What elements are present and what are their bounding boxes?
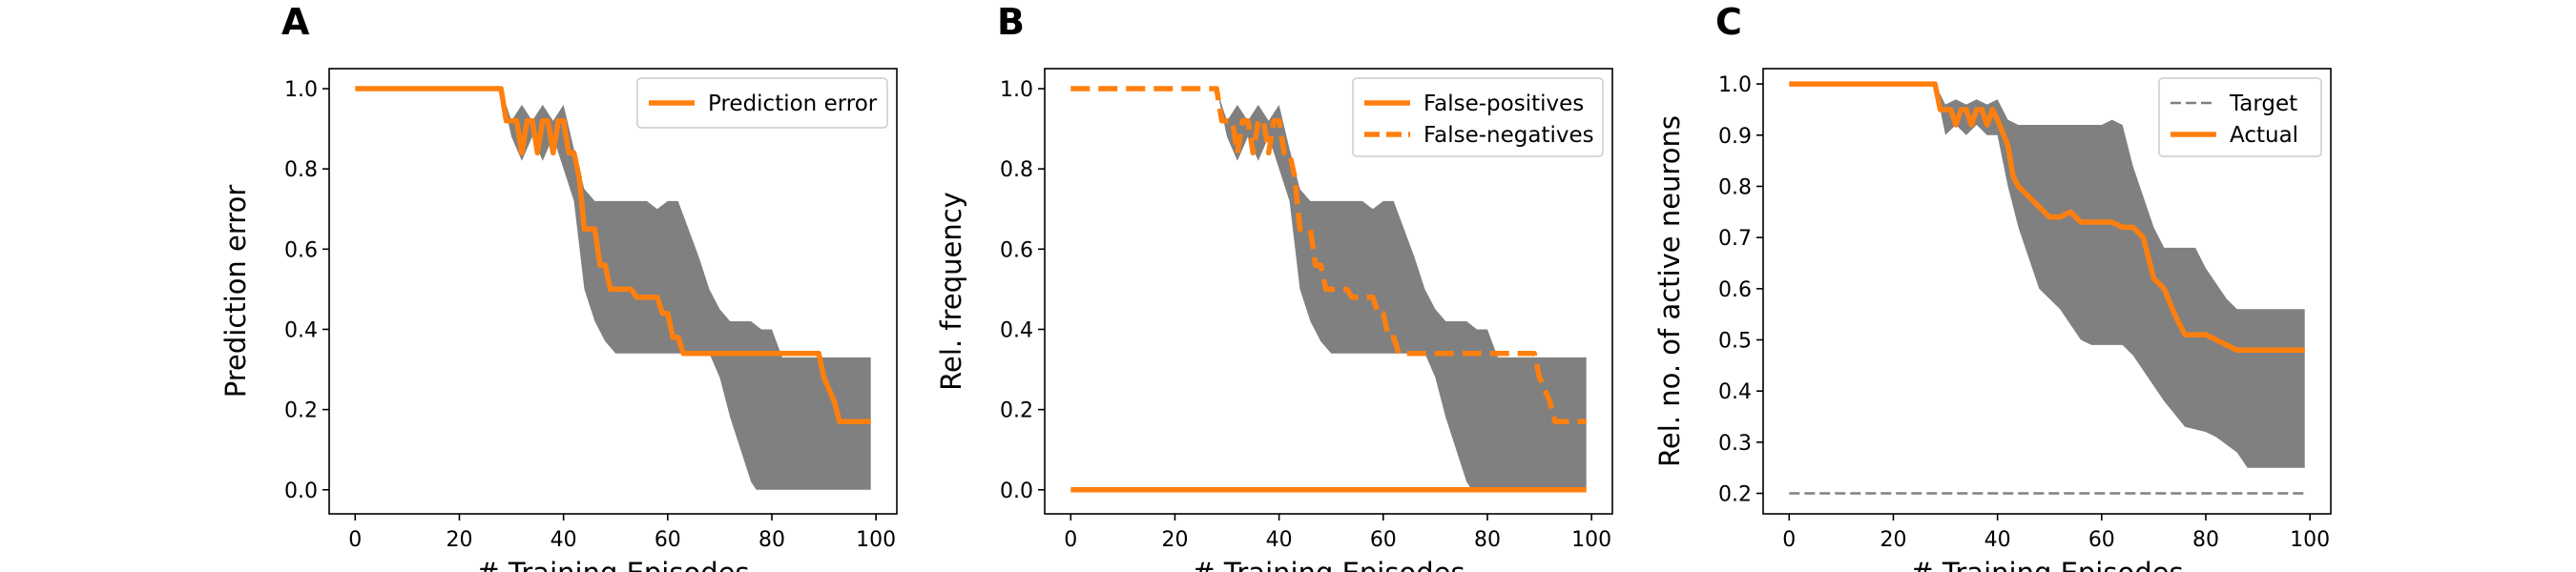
x-tick-label: 100 [2290, 528, 2330, 552]
series-line-false-negatives [1070, 86, 1587, 424]
x-tick-label: 0 [1782, 528, 1796, 552]
panel-b: B 0 20 40 60 80 100 0.0 0.2 0.4 0.6 0.8 1.0 # Trainin… [935, 1, 1613, 572]
x-tick-label: 80 [758, 528, 785, 552]
y-tick-label: 0.6 [1000, 238, 1033, 262]
x-tick-label: 60 [654, 528, 681, 552]
y-tick-label: 0.4 [1718, 380, 1752, 404]
x-tick-label: 80 [2192, 528, 2219, 552]
x-tick-label: 20 [446, 528, 472, 552]
x-tick-label: 80 [1474, 528, 1501, 552]
y-tick-label: 0.4 [284, 318, 318, 342]
y-tick-label: 0.9 [1718, 125, 1752, 149]
y-tick-label: 1.0 [1000, 78, 1033, 102]
x-tick-label: 0 [348, 528, 362, 552]
series-line-prediction-error [355, 86, 871, 424]
panel-a: A 0 20 40 60 80 100 0.0 0.2 0.4 0.6 0.8 1.0 # Trainin… [219, 1, 898, 572]
y-tick-label: 0.8 [1718, 175, 1752, 199]
panel-c: C 0 20 40 60 80 100 0.2 0.3 0.4 0.5 0.6 0.7 0.8 0.9 1.0… [1653, 1, 2332, 572]
y-tick-label: 0.5 [1718, 329, 1752, 353]
x-tick-label: 40 [551, 528, 577, 552]
y-tick-label: 0.8 [1000, 158, 1033, 182]
panel-letter: C [1715, 1, 1742, 43]
legend-label: Prediction error [708, 92, 878, 116]
y-axis-label: Rel. no. of active neurons [1653, 115, 1686, 467]
panel-letter: A [281, 1, 310, 43]
x-tick-label: 20 [1880, 528, 1906, 552]
y-tick-label: 0.6 [284, 238, 318, 262]
y-tick-label: 0.0 [284, 480, 318, 503]
y-tick-label: 1.0 [1718, 73, 1752, 97]
x-tick-label: 40 [1984, 528, 2011, 552]
y-tick-label: 0.7 [1718, 227, 1752, 251]
y-tick-label: 0.8 [284, 158, 318, 182]
y-tick-label: 0.4 [1000, 318, 1033, 342]
x-axis-label: # Training Episodes [1192, 557, 1465, 572]
legend-label: False-positives [1423, 92, 1584, 116]
legend-box [1352, 77, 1604, 157]
legend-box [636, 77, 888, 129]
legend: Prediction error [636, 77, 888, 129]
legend-label: False-negatives [1423, 123, 1594, 148]
legend: False-positives False-negatives [1352, 77, 1604, 157]
series-line-actual [1789, 81, 2305, 353]
x-tick-label: 100 [856, 528, 896, 552]
x-axis-label: # Training Episodes [1910, 557, 2183, 572]
axes-frame [1762, 68, 2332, 515]
panel-letter: B [997, 1, 1025, 43]
axes-frame [328, 68, 898, 515]
legend-label: Target [2229, 92, 2297, 116]
x-tick-label: 60 [2088, 528, 2115, 552]
y-tick-label: 1.0 [284, 78, 318, 102]
legend: Target Actual [2158, 77, 2322, 157]
x-tick-label: 60 [1370, 528, 1397, 552]
x-tick-label: 100 [1571, 528, 1611, 552]
y-axis-label: Rel. frequency [935, 192, 967, 391]
y-tick-label: 0.2 [284, 399, 318, 423]
variance-band [1789, 84, 2305, 468]
y-tick-label: 0.0 [1000, 480, 1033, 503]
x-axis-label: # Training Episodes [476, 557, 749, 572]
y-tick-label: 0.3 [1718, 432, 1752, 456]
legend-label: Actual [2230, 123, 2298, 148]
x-tick-label: 0 [1064, 528, 1077, 552]
y-axis-label: Prediction error [219, 185, 252, 398]
axes-frame [1044, 68, 1613, 515]
x-tick-label: 40 [1266, 528, 1293, 552]
y-tick-label: 0.6 [1718, 278, 1752, 302]
x-tick-label: 20 [1161, 528, 1188, 552]
y-tick-label: 0.2 [1000, 399, 1033, 423]
y-tick-label: 0.2 [1718, 483, 1752, 507]
